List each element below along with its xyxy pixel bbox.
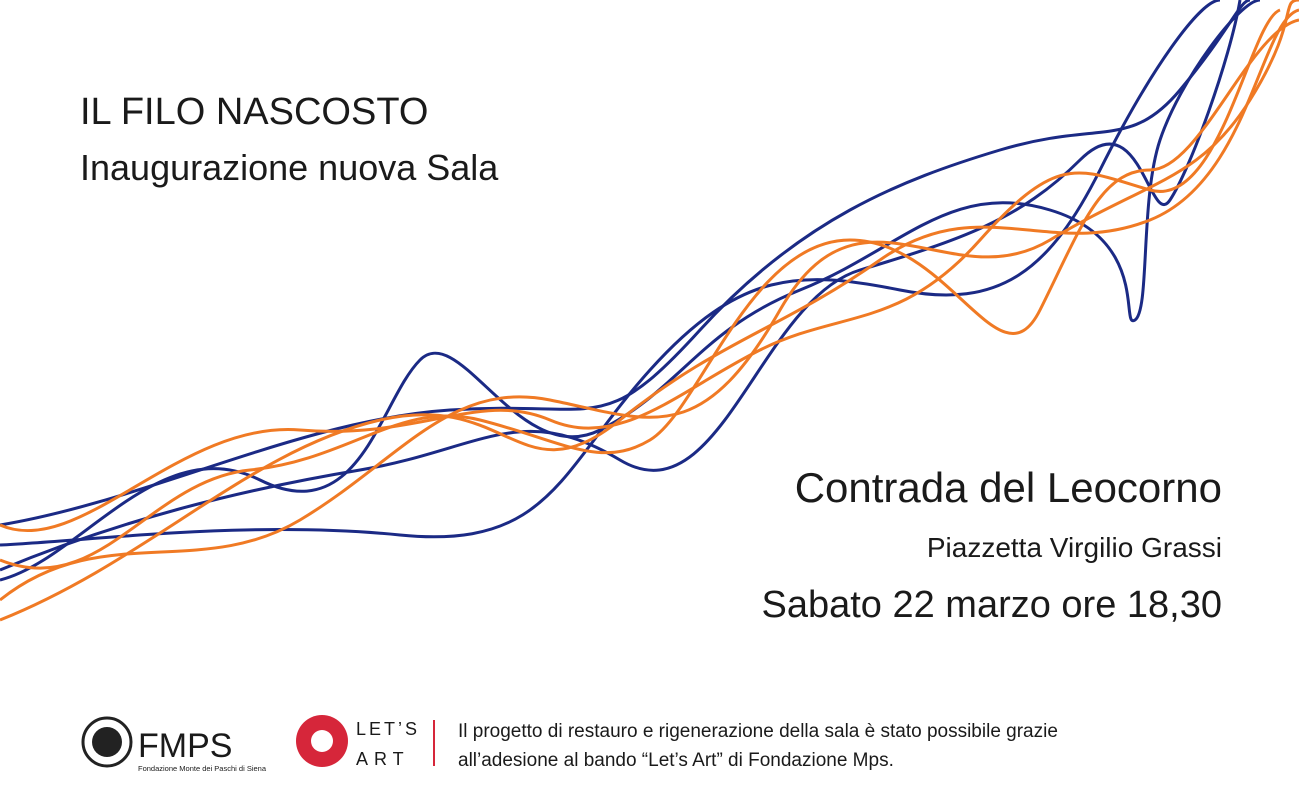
thread [0, 0, 1251, 527]
letsart-logo: LET’S ART [296, 715, 435, 769]
thread [0, 18, 1299, 570]
footer-text: Il progetto di restauro e rigenerazione … [458, 721, 1058, 742]
subtitle: Inaugurazione nuova Sala [80, 147, 499, 188]
thread [0, 0, 1221, 547]
thread [0, 8, 1299, 622]
logo-mark-inner [311, 730, 333, 752]
logo-line: LET’S [356, 719, 420, 739]
logo-caption: Fondazione Monte dei Paschi di Siena [138, 764, 267, 773]
thread [0, 0, 1299, 602]
fmps-logo: FMPS Fondazione Monte dei Paschi di Sien… [81, 716, 267, 773]
logo-seal-inner [92, 727, 122, 757]
footer-text: all’adesione al bando “Let’s Art” di Fon… [458, 750, 894, 771]
thread [0, 0, 1242, 572]
logo-line: ART [356, 749, 410, 769]
address: Piazzetta Virgilio Grassi [927, 532, 1222, 563]
venue: Contrada del Leocorno [795, 464, 1222, 511]
threads [0, 0, 1299, 622]
title: IL FILO NASCOSTO [80, 91, 428, 133]
logo-name: FMPS [138, 727, 232, 765]
thread [0, 8, 1281, 533]
datetime: Sabato 22 marzo ore 18,30 [761, 584, 1222, 626]
